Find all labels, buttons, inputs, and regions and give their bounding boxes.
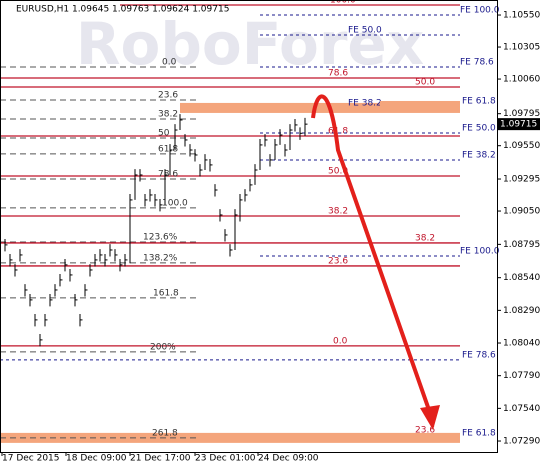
y-tick-label: 1.07790 <box>503 371 540 381</box>
y-tick-label: 1.08540 <box>503 273 540 283</box>
fe-band <box>0 432 460 443</box>
forecast-arrowhead <box>420 405 440 430</box>
x-tick-label: 24 Dec 09:00 <box>258 454 319 464</box>
fib-label: 23.6 <box>158 90 178 100</box>
fib-label: FE 100.0 <box>460 6 500 16</box>
fib-label: 61.8 <box>328 127 348 137</box>
fib-label: 38.2 <box>415 233 435 243</box>
x-tick-label: 23 Dec 01:00 <box>195 454 256 464</box>
y-tick-label: 1.07540 <box>503 404 540 414</box>
y-tick-label: 1.08290 <box>503 306 540 316</box>
fib-label: FE 50.0 <box>348 26 382 36</box>
forecast-arrow <box>311 94 431 411</box>
plot-frame <box>0 0 498 453</box>
y-tick-label: 1.09795 <box>503 109 540 119</box>
y-tick-label: 1.08795 <box>503 240 540 250</box>
price-label: 1.09715 <box>500 120 537 130</box>
fib-label: FE 38.2 <box>462 150 496 160</box>
y-tick-label: 1.10060 <box>503 75 540 85</box>
fib-label: 123.6% <box>143 233 178 243</box>
fib-label: 261.8 <box>152 428 178 438</box>
fib-label: 100.0 <box>162 198 188 208</box>
fib-label: 200% <box>150 342 176 352</box>
fib-label: 23.6 <box>328 256 348 266</box>
fib-label: FE 61.8 <box>462 428 496 438</box>
fib-label: 38.2 <box>328 207 348 217</box>
price-box <box>497 118 540 131</box>
x-tick-label: 17 Dec 2015 <box>2 454 60 464</box>
fib-label: 0.0 <box>333 336 348 346</box>
y-tick-label: 1.09550 <box>503 141 540 151</box>
fib-label: 0.0 <box>162 58 177 68</box>
fib-label: FE 38.2 <box>348 98 382 108</box>
fib-label: 161.8 <box>153 288 179 298</box>
fe-band <box>380 100 460 111</box>
fib-label: 78.6 <box>328 69 348 79</box>
fib-label: 50.0 <box>328 167 348 177</box>
y-tick-label: 1.09050 <box>503 207 540 217</box>
y-tick-label: 1.07290 <box>503 437 540 447</box>
x-tick-label: 21 Dec 17:00 <box>130 454 191 464</box>
chart-title: EURUSD,H1 1.09645 1.09763 1.09624 1.0971… <box>16 5 229 15</box>
fib-label: 100.0 <box>330 0 356 5</box>
fib-label: FE 100.0 <box>460 246 500 256</box>
fib-label: 38.2 <box>158 110 178 120</box>
fib-label: FE 78.6 <box>460 58 494 68</box>
watermark: RoboForex <box>76 10 424 78</box>
fib-label: 78.6 <box>158 170 178 180</box>
fib-label: FE 61.8 <box>462 96 496 106</box>
y-tick-label: 1.08040 <box>503 339 540 349</box>
y-tick-label: 1.09295 <box>503 175 540 185</box>
fe-band <box>180 102 460 113</box>
fib-label: FE 50.0 <box>462 124 496 134</box>
fib-label: 138.2% <box>143 253 178 263</box>
fib-label: 50 <box>158 128 170 138</box>
fib-label: FE 78.6 <box>462 350 496 360</box>
y-tick-label: 1.10305 <box>503 43 540 53</box>
fib-label: 50.0 <box>415 78 435 88</box>
fib-label: 61.8 <box>158 144 178 154</box>
y-tick-label: 1.10550 <box>503 11 540 21</box>
fib-label: 23.6 <box>415 425 435 435</box>
x-tick-label: 18 Dec 09:00 <box>66 454 127 464</box>
